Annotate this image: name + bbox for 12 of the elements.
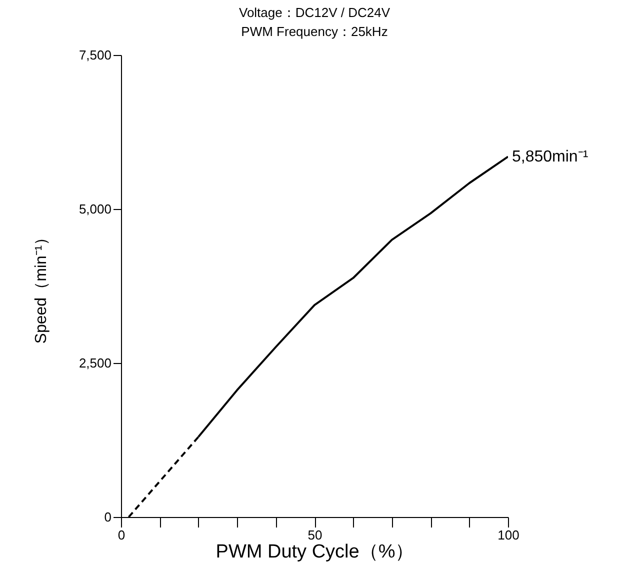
x-tick-label: 50 xyxy=(308,528,322,542)
y-tick-label: 5,000 xyxy=(78,202,112,216)
y-tick-label: 7,500 xyxy=(78,48,112,62)
x-tick-label: 100 xyxy=(498,528,520,542)
x-axis-title: PWM Duty Cycle（%） xyxy=(216,542,414,562)
y-tick-label: 2,500 xyxy=(78,356,112,370)
annotation: 5,850min⁻¹ xyxy=(512,148,588,166)
y-tick-label: 0 xyxy=(104,510,112,524)
chart-subtitle: PWM Frequency：25kHz xyxy=(241,24,388,39)
y-axis-title: Speed（min⁻¹） xyxy=(32,229,50,344)
chart-title: Voltage：DC12V / DC24V xyxy=(238,5,390,20)
x-tick-label: 0 xyxy=(118,528,126,542)
